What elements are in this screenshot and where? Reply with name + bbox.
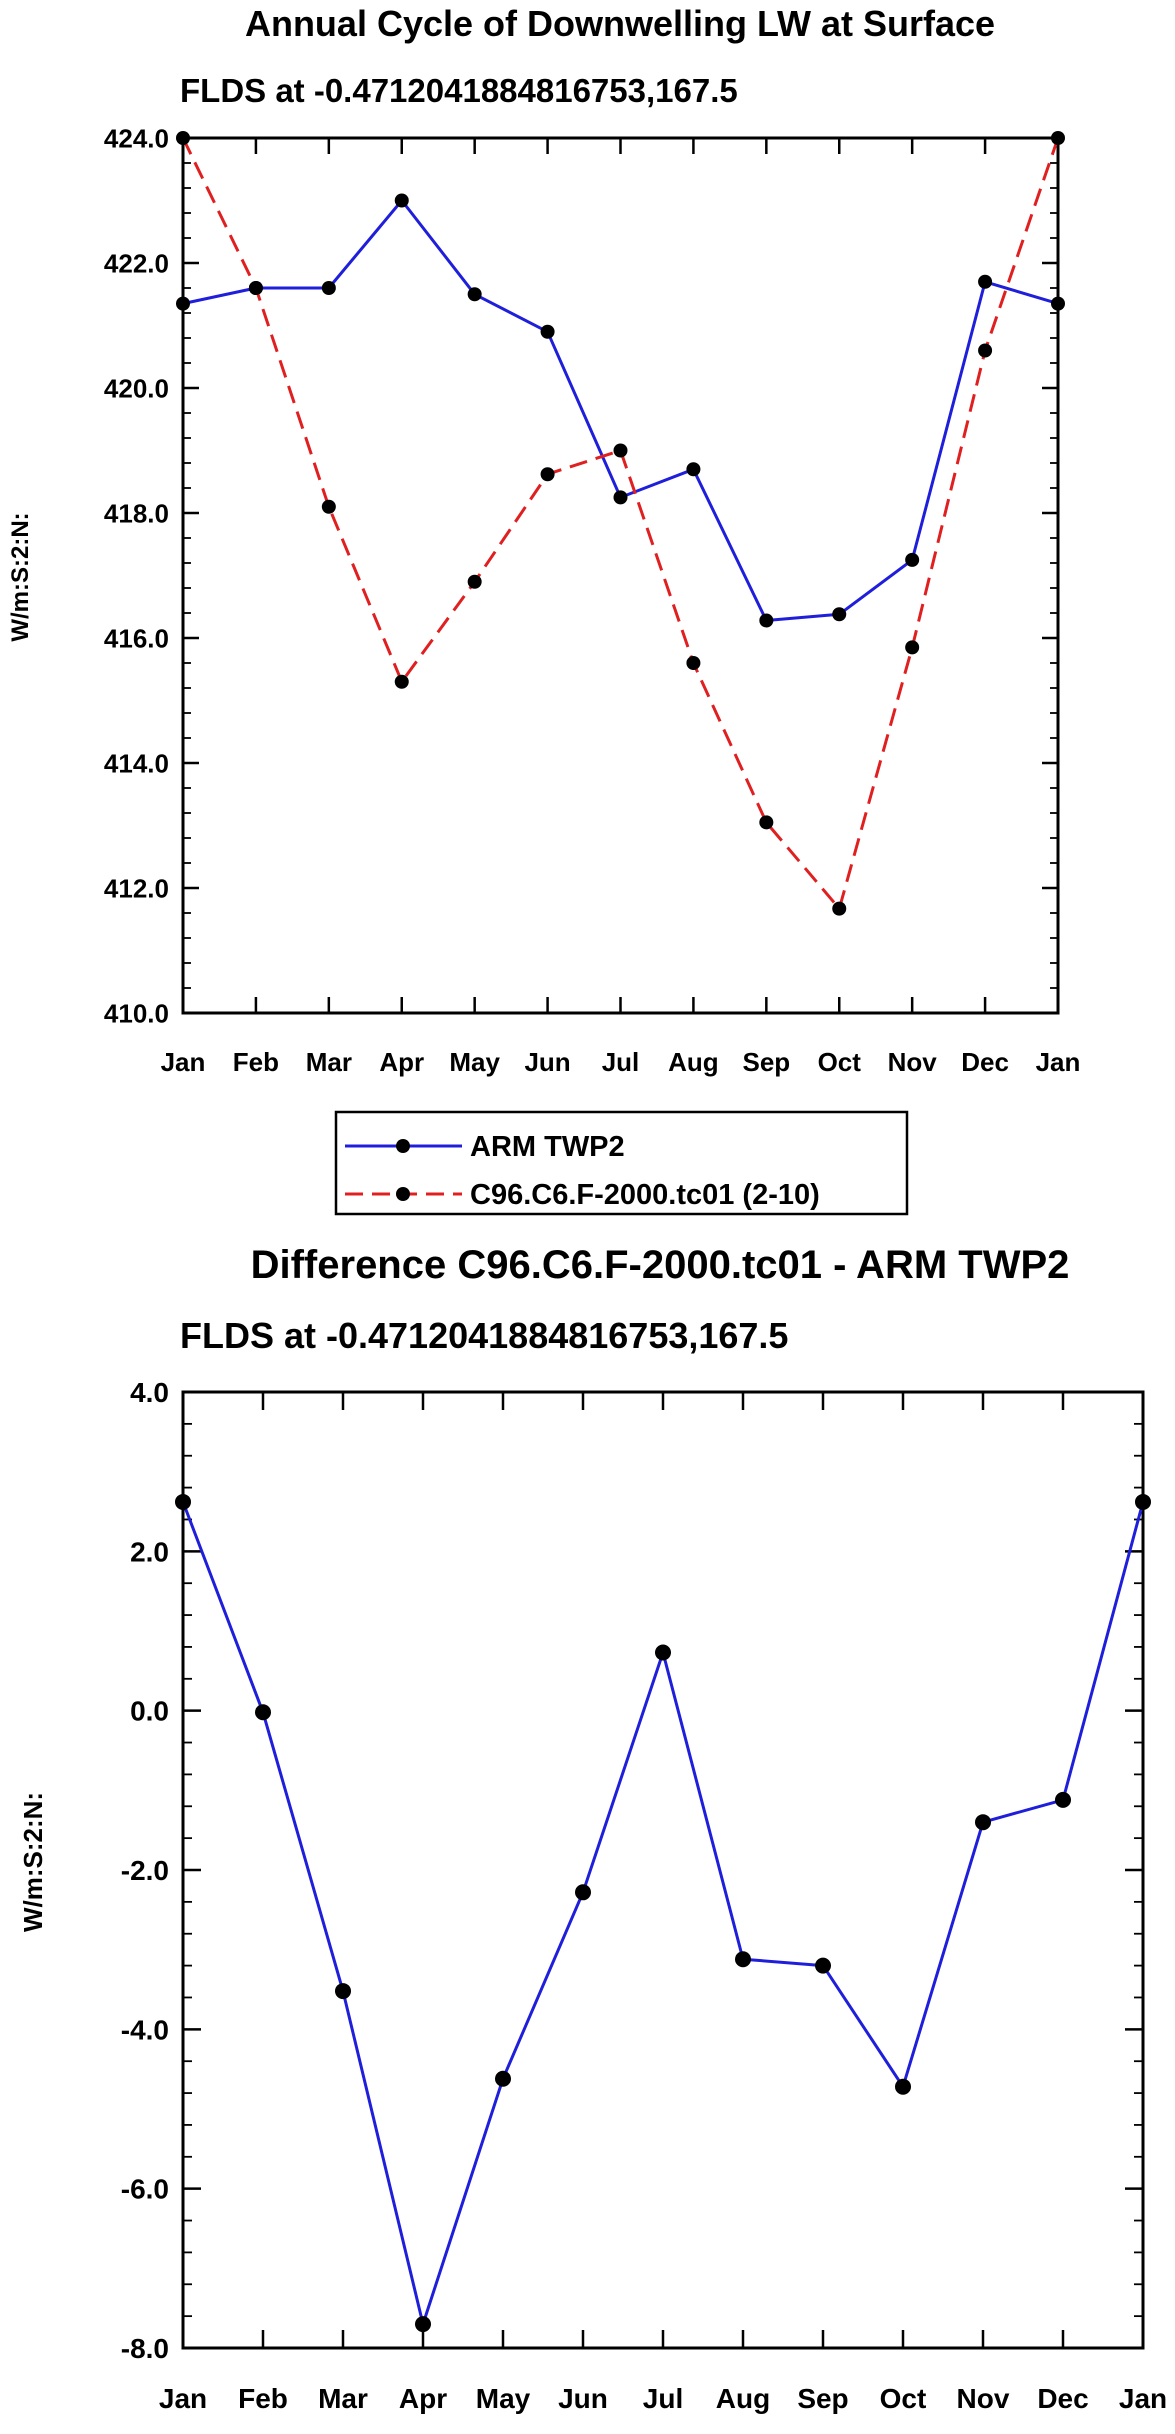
annual-x-tick-label: Nov	[888, 1047, 938, 1077]
annual-y-tick-label: 410.0	[104, 998, 169, 1028]
annual-series-2-point	[321, 499, 336, 514]
annual-series-2-point	[759, 815, 774, 830]
difference-series-1-point	[335, 1983, 351, 2000]
annual-series-2-point	[248, 281, 263, 295]
annual-x-tick-label: Dec	[961, 1047, 1009, 1077]
difference-x-tick-label: Jun	[558, 2383, 608, 2414]
difference-x-tick-label: Jan	[159, 2383, 207, 2414]
difference-series-1-point	[975, 1814, 991, 1831]
annual-series-2-point	[467, 574, 482, 589]
annual-series-2-point	[176, 131, 190, 145]
annual-series-1-point	[467, 287, 482, 302]
difference-y-tick-label: 4.0	[130, 1377, 169, 1408]
annual-x-tick-label: Oct	[818, 1047, 862, 1077]
legend-label-2: C96.C6.F-2000.tc01 (2-10)	[470, 1179, 820, 1211]
difference-series-1-point	[255, 1704, 271, 1721]
difference-y-tick-label: -6.0	[121, 2174, 169, 2205]
difference-x-tick-label: Dec	[1037, 2383, 1088, 2414]
annual-series-1-point	[613, 490, 628, 505]
difference-y-tick-label: -2.0	[121, 1855, 169, 1886]
annual-y-tick-label: 418.0	[104, 498, 169, 528]
annual-series-1-point	[1051, 296, 1065, 311]
annual-x-tick-label: Jan	[1036, 1047, 1081, 1077]
annual-x-tick-label: Mar	[306, 1047, 352, 1077]
annual-series-2-point	[686, 656, 701, 670]
annual-x-tick-label: Sep	[742, 1047, 790, 1077]
legend-box	[334, 1110, 909, 1216]
annual-series-2-point	[978, 343, 993, 358]
difference-x-tick-label: Nov	[957, 2383, 1010, 2414]
difference-x-tick-label: Aug	[716, 2383, 770, 2414]
annual-series-2-point	[1051, 131, 1065, 145]
annual-y-axis-label: W/m:S:2:N:	[7, 512, 34, 641]
annual-series-2-point	[832, 901, 847, 916]
annual-y-tick-label: 420.0	[104, 373, 169, 403]
difference-x-tick-label: Sep	[797, 2383, 848, 2414]
difference-series-1-point	[655, 1644, 671, 1661]
annual-series-2-point	[394, 674, 409, 689]
difference-x-tick-label: Jul	[643, 2383, 683, 2414]
difference-series-1-point	[1055, 1791, 1071, 1808]
annual-series-2-point	[540, 467, 555, 482]
annual-y-tick-label: 424.0	[104, 123, 169, 153]
annual-series-1-point	[394, 193, 409, 208]
difference-x-tick-label: May	[476, 2383, 531, 2414]
annual-series-1-point	[540, 324, 555, 339]
annual-x-tick-label: Feb	[233, 1047, 279, 1077]
difference-series-1-point	[735, 1951, 751, 1968]
difference-series-1-point	[175, 1493, 191, 1510]
annual-x-tick-label: Aug	[668, 1047, 719, 1077]
difference-x-tick-label: Apr	[399, 2383, 447, 2414]
difference-chart-subtitle: FLDS at -0.4712041884816753,167.5	[180, 1315, 788, 1356]
annual-plot-area: 410.0 412.0 414.0 416.0 418.0 420.0 422.0 424.0…	[104, 123, 1080, 1077]
annual-series-1-point	[176, 296, 190, 311]
difference-x-tick-label: Mar	[318, 2383, 368, 2414]
annual-y-tick-label: 414.0	[104, 748, 169, 778]
annual-y-tick-label: 422.0	[104, 248, 169, 278]
difference-series-1-point	[575, 1884, 591, 1901]
difference-series-1-point	[815, 1957, 831, 1974]
annual-series-1-point	[978, 274, 993, 289]
difference-series-1-point	[495, 2070, 511, 2087]
difference-x-tick-label: Jan	[1119, 2383, 1167, 2414]
difference-x-tick-label: Oct	[880, 2383, 927, 2414]
difference-chart-title: Difference C96.C6.F-2000.tc01 - ARM TWP2	[251, 1243, 1070, 1287]
annual-series-1-point	[686, 462, 701, 477]
difference-plot-area: -8.0 -6.0 -4.0 -2.0 0.0 2.0 4.0 Jan Feb Mar Apr May…	[121, 1377, 1167, 2414]
difference-series-1-point	[1135, 1493, 1151, 1510]
annual-cycle-chart: Annual Cycle of Downwelling LW at Surfac…	[7, 3, 1080, 1216]
annual-x-tick-label: May	[449, 1047, 500, 1077]
annual-y-tick-label: 416.0	[104, 623, 169, 653]
annual-series-2-point	[905, 640, 920, 655]
annual-series-1-point	[905, 552, 920, 567]
annual-x-tick-label: Jul	[602, 1047, 640, 1077]
annual-x-tick-label: Jun	[524, 1047, 570, 1077]
difference-y-tick-label: 2.0	[130, 1536, 169, 1567]
legend-marker-2	[396, 1187, 410, 1201]
annual-series-1-point	[759, 613, 774, 628]
difference-series-1-point	[895, 2078, 911, 2095]
annual-series-2-point	[613, 443, 628, 458]
difference-y-tick-label: -8.0	[121, 2333, 169, 2364]
difference-y-axis-label: W/m:S:2:N:	[18, 1792, 48, 1932]
annual-legend: ARM TWP2 C96.C6.F-2000.tc01 (2-10)	[334, 1110, 909, 1216]
difference-series-1-point	[415, 2316, 431, 2333]
legend-label-1: ARM TWP2	[470, 1131, 625, 1163]
annual-x-tick-label: Jan	[161, 1047, 206, 1077]
annual-y-tick-label: 412.0	[104, 873, 169, 903]
annual-chart-subtitle: FLDS at -0.4712041884816753,167.5	[180, 72, 738, 109]
annual-series-1-point	[321, 281, 336, 295]
annual-x-tick-label: Apr	[379, 1047, 424, 1077]
annual-chart-title: Annual Cycle of Downwelling LW at Surfac…	[245, 3, 995, 44]
annual-series-1-point	[832, 607, 847, 622]
difference-y-tick-label: -4.0	[121, 2014, 169, 2045]
legend-marker-1	[396, 1139, 410, 1153]
difference-x-tick-label: Feb	[238, 2383, 288, 2414]
difference-chart: Difference C96.C6.F-2000.tc01 - ARM TWP2…	[18, 1243, 1167, 2414]
difference-y-tick-label: 0.0	[130, 1696, 169, 1727]
